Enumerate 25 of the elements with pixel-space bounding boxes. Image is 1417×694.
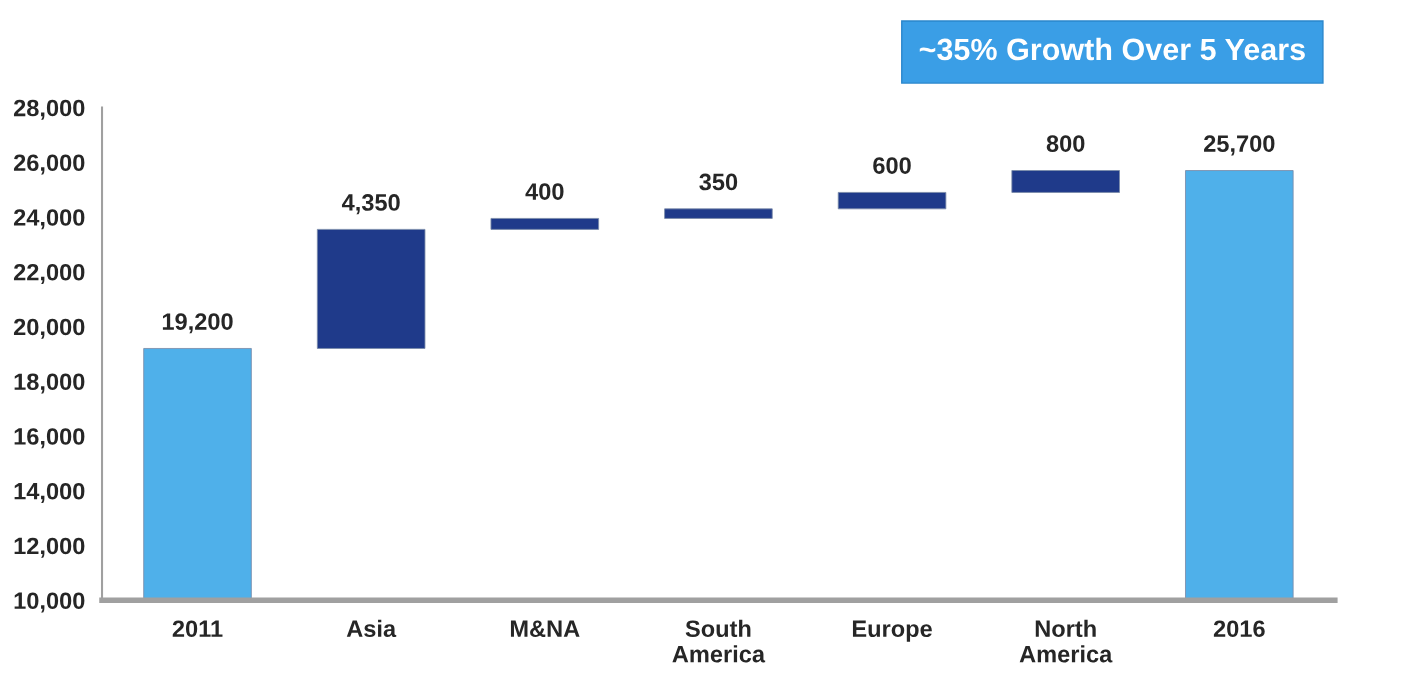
data-label: 25,700 (1204, 135, 1275, 156)
data-label: 350 (699, 173, 738, 191)
y-tick-label: 18,000 (14, 373, 85, 394)
y-tick-label: 24,000 (13, 209, 85, 230)
x-tick-label: 2016 (1213, 620, 1265, 638)
y-tick-label: 26,000 (13, 154, 85, 175)
y-tick-label: 16,000 (14, 428, 85, 449)
data-label: 800 (1046, 135, 1085, 152)
data-label: 4,350 (341, 194, 400, 215)
x-tick-label: South America (672, 619, 766, 663)
y-tick-label: 14,000 (14, 482, 85, 504)
y-tick-label: 12,000 (14, 537, 85, 558)
x-tick-label: 2011 (172, 620, 223, 638)
x-tick-label: Asia (346, 619, 397, 638)
x-tick-label: M&NA (510, 620, 580, 638)
y-tick-label: 28,000 (13, 99, 85, 120)
x-tick-label: North America (1019, 619, 1113, 663)
y-tick-label: 22,000 (13, 263, 85, 285)
y-tick-label: 10,000 (14, 592, 85, 613)
data-label: 19,200 (162, 313, 233, 334)
text: ~35% Growth Over 5 Years (919, 37, 1305, 61)
x-tick-label: Europe (852, 620, 932, 642)
y-tick-label: 20,000 (13, 318, 85, 339)
data-label: 400 (525, 183, 564, 200)
data-label: 600 (873, 157, 911, 174)
